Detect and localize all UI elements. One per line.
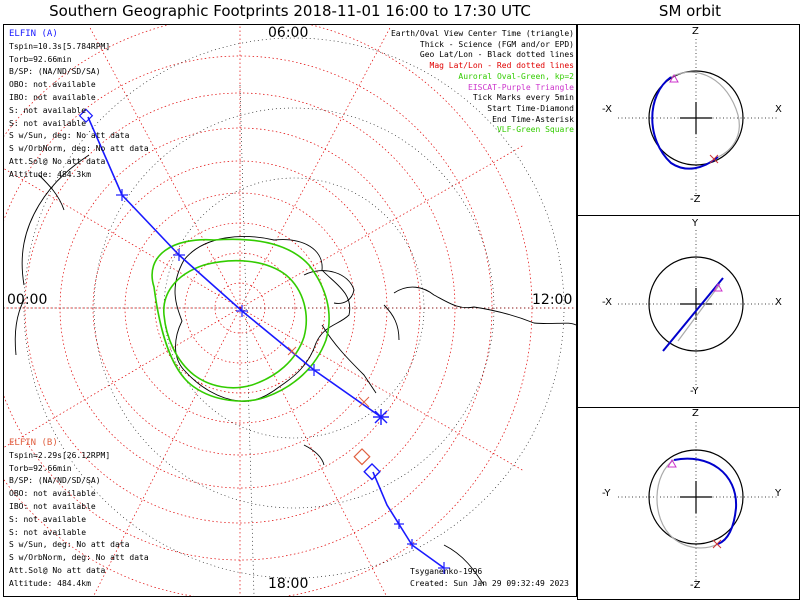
elfin-a-line: Att.Sol@ No att data: [9, 156, 106, 166]
sm3-bottom-label: -Z: [690, 580, 701, 591]
sm1-right-label: X: [775, 104, 782, 115]
auroral-oval: [151, 238, 330, 402]
elfin-a-line: Torb=92.66min: [9, 54, 72, 64]
sm2-right-label: X: [775, 297, 782, 308]
sm-panel-xy: [577, 215, 800, 408]
polar-map-svg: [4, 25, 576, 596]
elfin-b-line: Torb=92.66min: [9, 463, 72, 473]
elfin-a-line: Tspin=10.3s[5.784RPM]: [9, 41, 111, 51]
elfin-b-line: IBO: not available: [9, 501, 96, 511]
elfin-a-line: S w/OrbNorm, deg: No att data: [9, 144, 149, 154]
legend-item: Geo Lat/Lon - Black dotted lines: [419, 50, 574, 60]
elfin-b-start-diamond: [363, 462, 381, 481]
elfin-a-mag-footprints: [287, 346, 370, 408]
sm-xz-svg: [618, 39, 778, 197]
page-title: Southern Geographic Footprints 2018-11-0…: [49, 2, 531, 20]
legend-item: VLF-Green Square: [496, 125, 574, 135]
elfin-a-line: Altitude: 484.3km: [9, 169, 91, 179]
elfin-a-line: S: not available: [9, 118, 87, 128]
time-label-left: 00:00: [7, 292, 48, 308]
elfin-b-line: OBO: not available: [9, 489, 96, 499]
sm3-top-label: Z: [692, 408, 699, 419]
time-label-bottom: 18:00: [268, 576, 309, 592]
elfin-b-info: ELFIN (B) Tspin=2.29s[26.12RPM] Torb=92.…: [9, 437, 149, 591]
sm1-bottom-label: -Z: [690, 194, 701, 205]
legend-item: End Time-Asterisk: [492, 114, 574, 124]
sm-panel-xz: [577, 24, 800, 216]
elfin-b-line: Tspin=2.29s[26.12RPM]: [9, 450, 111, 460]
elfin-a-line: B/SP: (NA/ND/SD/SA): [9, 67, 101, 77]
sm1-left-label: -X: [602, 104, 612, 115]
elfin-b-track: [353, 448, 450, 574]
sm-orbit-title: SM orbit: [658, 2, 722, 20]
elfin-b-line: Att.Sol@ No att data: [9, 565, 106, 575]
sm2-left-label: -X: [602, 297, 612, 308]
elfin-a-track: [78, 108, 389, 425]
elfin-a-line: S w/Sun, deg: No att data: [9, 131, 130, 141]
elfin-b-line: S w/OrbNorm, deg: No att data: [9, 553, 149, 563]
sm-panel-yz: [577, 407, 800, 600]
sm2-top-label: Y: [692, 218, 699, 229]
sm3-left-label: -Y: [602, 488, 611, 499]
elfin-a-start-diamond: [78, 108, 94, 123]
elfin-a-line: OBO: not available: [9, 80, 96, 90]
footprint-map: [3, 24, 577, 597]
elfin-b-name: ELFIN (B): [9, 438, 58, 448]
sm-xy-svg: [618, 230, 778, 388]
elfin-b-line: S: not available: [9, 514, 87, 524]
elfin-b-line: S w/Sun, deg: No att data: [9, 540, 130, 550]
legend-item: Earth/Oval View Center Time (triangle): [390, 29, 574, 38]
elfin-b-line: B/SP: (NA/ND/SD/SA): [9, 476, 101, 486]
sm1-top-label: Z: [692, 26, 699, 37]
created-credit: Created: Sun Jan 29 09:32:49 2023: [410, 579, 569, 588]
elfin-a-line: S: not available: [9, 105, 87, 115]
sm2-bottom-label: -Y: [690, 386, 699, 397]
legend-item: EISCAT-Purple Triangle: [468, 82, 574, 92]
legend-item: Auroral Oval-Green, kp=2: [458, 71, 574, 81]
elfin-a-line: IBO: not available: [9, 92, 96, 102]
time-label-right: 12:00: [532, 292, 573, 308]
sm-yz-svg: [618, 422, 778, 588]
sm3-right-label: Y: [775, 488, 782, 499]
coastlines: [14, 154, 576, 586]
elfin-b-ticks: [394, 519, 450, 574]
time-label-top: 06:00: [268, 25, 309, 41]
legend-item: Start Time-Diamond: [487, 103, 574, 113]
elfin-a-end-asterisk: [373, 409, 389, 425]
elfin-b-mag-start-diamond: [353, 448, 371, 466]
elfin-b-line: Altitude: 484.4km: [9, 578, 91, 588]
map-legend: Earth/Oval View Center Time (triangle) T…: [364, 29, 574, 136]
elfin-a-name: ELFIN (A): [9, 29, 58, 39]
legend-item: Thick - Science (FGM and/or EPD): [419, 39, 574, 49]
model-credit: Tsyganenko-1996: [410, 567, 483, 576]
elfin-a-info: ELFIN (A) Tspin=10.3s[5.784RPM] Torb=92.…: [9, 28, 149, 182]
elfin-b-line: S: not available: [9, 527, 87, 537]
elfin-a-ticks: [116, 189, 320, 376]
legend-item: Mag Lat/Lon - Red dotted lines: [429, 61, 575, 71]
legend-item: Tick Marks every 5min: [472, 93, 574, 103]
